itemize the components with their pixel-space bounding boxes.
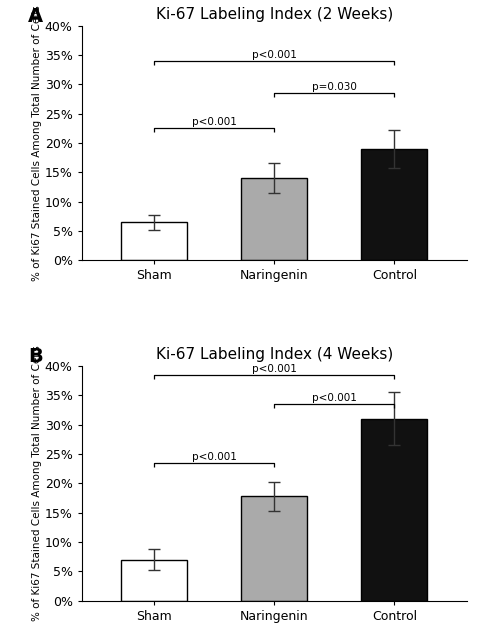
Bar: [360, 149, 427, 260]
Bar: [120, 560, 187, 601]
Bar: [360, 419, 427, 601]
Text: A: A: [28, 7, 43, 26]
Text: p<0.001: p<0.001: [191, 118, 236, 127]
Text: p<0.001: p<0.001: [251, 364, 296, 374]
Text: B: B: [28, 347, 43, 366]
Y-axis label: % of Ki67 Stained Cells Among Total Number of Cells: % of Ki67 Stained Cells Among Total Numb…: [32, 346, 42, 621]
Text: p=0.030: p=0.030: [311, 82, 356, 92]
Y-axis label: % of Ki67 Stained Cells Among Total Number of Cells: % of Ki67 Stained Cells Among Total Numb…: [32, 5, 42, 281]
Text: p<0.001: p<0.001: [191, 452, 236, 462]
Title: Ki-67 Labeling Index (4 Weeks): Ki-67 Labeling Index (4 Weeks): [155, 347, 392, 362]
Bar: [240, 497, 307, 601]
Text: p<0.001: p<0.001: [251, 50, 296, 60]
Bar: [120, 222, 187, 260]
Title: Ki-67 Labeling Index (2 Weeks): Ki-67 Labeling Index (2 Weeks): [155, 6, 392, 22]
Text: p<0.001: p<0.001: [311, 393, 356, 403]
Bar: [240, 178, 307, 260]
